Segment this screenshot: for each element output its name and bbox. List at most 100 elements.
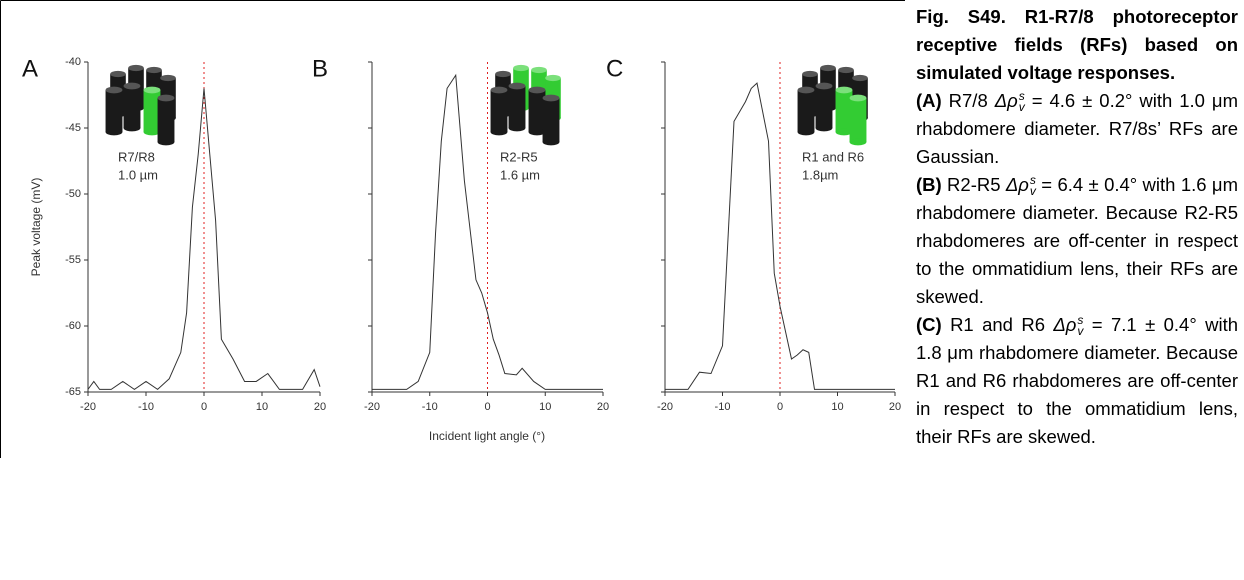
cylinder-body xyxy=(508,86,526,128)
cylinder-body xyxy=(542,98,560,142)
caption-paragraph: (C) R1 and R6 Δρ s v = 7.1 ± 0.4° with 1.8… xyxy=(0,311,1238,451)
cylinder-base xyxy=(143,128,161,136)
cylinder-base xyxy=(123,124,141,132)
cylinder-top xyxy=(143,86,161,94)
caption-text: R7/8 xyxy=(941,90,995,111)
cylinder-top xyxy=(490,86,508,94)
x-tick-label: -20 xyxy=(657,401,673,413)
caption: Fig. S49. R1-R7/8 photoreceptor receptiv… xyxy=(0,6,1238,451)
data-line xyxy=(87,88,321,390)
caption-text: = 4.6 ± 0.2° with 1.0 μm rhabdomere diam… xyxy=(916,90,1238,167)
cylinder-top xyxy=(123,82,141,90)
cylinder-icon xyxy=(528,86,546,136)
cylinder-body xyxy=(849,98,867,142)
cylinder-icon xyxy=(157,94,175,146)
x-tick-label: 10 xyxy=(256,401,268,413)
cylinder-icon xyxy=(849,94,867,146)
caption-title-text: Fig. S49. R1-R7/8 photoreceptor receptiv… xyxy=(916,6,1238,83)
data-line xyxy=(665,82,895,390)
cylinder-top xyxy=(852,74,868,82)
x-tick-label: -10 xyxy=(138,401,154,413)
cylinder-icon xyxy=(143,86,161,136)
math-symbol: Δρ xyxy=(1053,314,1077,335)
y-tick-label: -60 xyxy=(65,320,81,332)
caption-text: = 6.4 ± 0.4° with 1.6 μm rhabdomere diam… xyxy=(916,174,1238,307)
cylinder-base xyxy=(815,124,833,132)
cylinder-top xyxy=(542,94,560,102)
cylinder-base xyxy=(797,128,815,136)
cylinder-base xyxy=(528,128,546,136)
y-tick-label: -45 xyxy=(65,122,81,134)
math-symbol: Δρ xyxy=(994,90,1018,111)
caption-text: R2-R5 xyxy=(941,174,1006,195)
cylinder-base xyxy=(542,138,560,146)
cylinder-top xyxy=(835,86,853,94)
cylinder-icon xyxy=(835,86,853,136)
cylinder-icon xyxy=(123,82,141,132)
panel-letter: C xyxy=(606,55,623,82)
cylinder-body xyxy=(105,90,123,132)
panel-label: (B) xyxy=(916,174,942,195)
cylinder-body xyxy=(797,90,815,132)
x-tick-label: -10 xyxy=(715,401,731,413)
inset-label: 1.6 µm xyxy=(500,167,540,182)
x-tick-label: 10 xyxy=(539,401,551,413)
cylinder-top xyxy=(815,82,833,90)
cylinder-top xyxy=(495,70,511,78)
x-axis-label: Incident light angle (°) xyxy=(429,429,545,443)
cylinder-top xyxy=(820,64,836,72)
caption-paragraph: (B) R2-R5 Δρ s v = 6.4 ± 0.4° with 1.6 μm … xyxy=(0,171,1238,311)
panel-label: (C) xyxy=(916,314,942,335)
inset-label: R7/R8 xyxy=(118,149,155,164)
cylinder-icon xyxy=(815,82,833,132)
cylinder-base xyxy=(490,128,508,136)
caption-text: R1 and R6 xyxy=(941,314,1054,335)
cylinder-top xyxy=(531,66,547,74)
data-line xyxy=(372,73,603,390)
math-sup: s xyxy=(1077,313,1084,328)
panel-label: (A) xyxy=(916,90,942,111)
cylinder-body xyxy=(157,98,175,142)
cylinder-top xyxy=(849,94,867,102)
caption-paragraph: (A) R7/8 Δρ s v = 4.6 ± 0.2° with 1.0 μm r… xyxy=(0,87,1238,171)
cylinder-body xyxy=(143,90,161,132)
cylinder-top xyxy=(110,70,126,78)
x-tick-label: -10 xyxy=(422,401,438,413)
x-tick-label: 20 xyxy=(314,401,326,413)
panel-letter: A xyxy=(22,55,38,82)
cylinder-icon xyxy=(105,86,123,136)
cylinder-top xyxy=(797,86,815,94)
y-tick-label: -55 xyxy=(65,254,81,266)
x-tick-label: -20 xyxy=(80,401,96,413)
figure-svg: -65 -60 -55 -50 -45 -40 -20 -10 0 10 20 A R7/R8 1.0 µ… xyxy=(0,0,905,458)
math-sup: s xyxy=(1018,89,1025,104)
cylinder-icon xyxy=(797,86,815,136)
inset-label: 1.8µm xyxy=(802,167,838,182)
math-sub: v xyxy=(1018,100,1025,115)
cylinder-body xyxy=(815,86,833,128)
cylinder-base xyxy=(508,124,526,132)
inset-label: R2-R5 xyxy=(500,149,538,164)
cylinder-top xyxy=(513,64,529,72)
cylinder-base xyxy=(849,138,867,146)
y-tick-label: -65 xyxy=(65,386,81,398)
x-tick-label: 20 xyxy=(889,401,901,413)
cylinder-base xyxy=(157,138,175,146)
cylinder-body xyxy=(123,86,141,128)
cylinder-top xyxy=(105,86,123,94)
cylinder-top xyxy=(157,94,175,102)
cylinder-body xyxy=(490,90,508,132)
caption-text: = 7.1 ± 0.4° with 1.8 μm rhabdomere diam… xyxy=(916,314,1239,447)
y-tick-label: -40 xyxy=(65,56,81,68)
cylinder-top xyxy=(160,74,176,82)
cylinder-icon xyxy=(508,82,526,132)
cylinder-top xyxy=(545,74,561,82)
math-symbol: Δρ xyxy=(1005,174,1029,195)
cylinder-top xyxy=(838,66,854,74)
cylinder-top xyxy=(128,64,144,72)
math-sub: v xyxy=(1077,324,1084,339)
